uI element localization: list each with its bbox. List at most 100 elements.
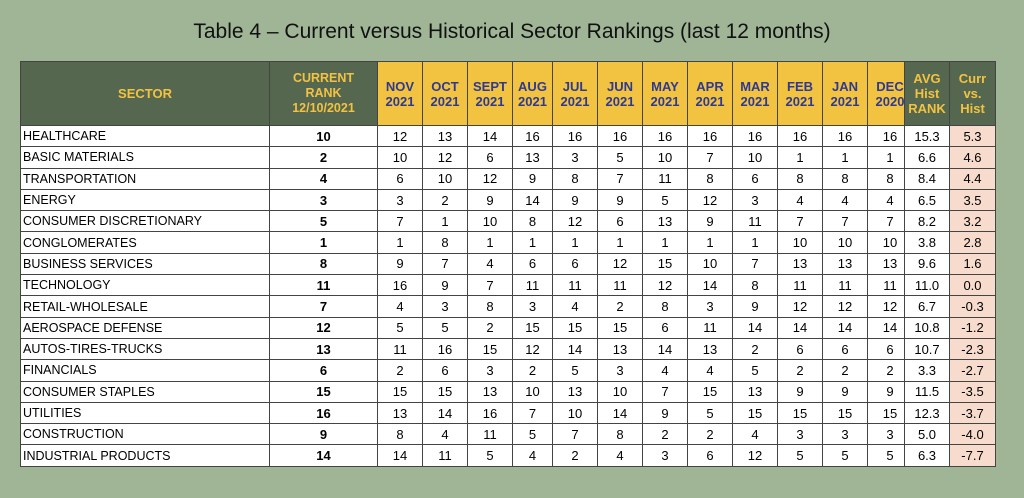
month-rank-cell: 9 [377, 252, 423, 276]
month-column-header: SEPT 2021 [467, 61, 513, 126]
table-row: CONSTRUCTION 9 8 4 11 5 7 8 2 2 4 3 3 3 [20, 423, 913, 446]
table-row: ENERGY 3 3 2 9 14 9 9 5 12 3 4 4 4 [20, 188, 913, 212]
month-rank-cell: 14 [552, 337, 598, 361]
month-rank-cell: 16 [822, 124, 868, 148]
month-rank-cell: 5 [512, 423, 553, 446]
month-rank-cell: 6 [777, 337, 823, 361]
month-rank-cell: 1 [422, 210, 468, 233]
hist-row: 15.3 5.3 [904, 124, 996, 148]
month-rank-cell: 12 [777, 295, 823, 318]
month-rank-cell: 13 [732, 380, 778, 403]
hist-row: 8.2 3.2 [904, 210, 996, 233]
month-rank-cell: 4 [552, 295, 598, 318]
month-rank-cell: 13 [642, 210, 688, 233]
table-row: FINANCIALS 6 2 6 3 2 5 3 4 4 5 2 2 2 [20, 359, 913, 382]
sector-name-cell: CONSUMER STAPLES [20, 380, 270, 403]
month-rank-cell: 15 [377, 380, 423, 403]
month-rank-cell: 6 [732, 167, 778, 190]
month-rank-cell: 7 [467, 274, 513, 297]
hist-row: 3.3 -2.7 [904, 359, 996, 382]
curr-vs-hist-cell: -0.3 [949, 295, 996, 318]
table-row: CONSUMER STAPLES 15 15 15 13 10 13 10 7 15 13 9 9 9 [20, 380, 913, 403]
month-column-header: AUG 2021 [512, 61, 553, 126]
month-rank-cell: 5 [822, 444, 868, 467]
month-rank-cell: 5 [597, 146, 643, 169]
hist-row: 6.3 -7.7 [904, 444, 996, 467]
month-rank-cell: 16 [377, 274, 423, 297]
month-rank-cell: 8 [732, 274, 778, 297]
hist-row: 11.0 0.0 [904, 274, 996, 297]
month-rank-cell: 3 [552, 146, 598, 169]
page-title: Table 4 – Current versus Historical Sect… [193, 20, 831, 43]
curr-vs-hist-cell: 1.6 [949, 252, 996, 276]
month-rank-cell: 1 [777, 146, 823, 169]
month-rank-cell: 3 [867, 423, 913, 446]
month-rank-cell: 12 [552, 210, 598, 233]
month-rank-cell: 11 [422, 444, 468, 467]
month-rank-cell: 2 [552, 444, 598, 467]
month-rank-cell: 3 [597, 359, 643, 382]
month-rank-cell: 3 [642, 444, 688, 467]
curr-vs-hist-cell: 4.4 [949, 167, 996, 190]
hist-row: 8.4 4.4 [904, 167, 996, 190]
month-rank-cell: 14 [422, 401, 468, 425]
month-rank-cell: 9 [642, 401, 688, 425]
month-rank-cell: 7 [552, 423, 598, 446]
avg-hist-rank-cell: 15.3 [904, 124, 950, 148]
sector-name-cell: CONGLOMERATES [20, 231, 270, 254]
month-column-header: JAN 2021 [822, 61, 868, 126]
month-rank-cell: 15 [467, 337, 513, 361]
month-rank-cell: 10 [377, 146, 423, 169]
avg-hist-rank-cell: 6.7 [904, 295, 950, 318]
month-rank-cell: 1 [867, 146, 913, 169]
sector-name-cell: UTILITIES [20, 401, 270, 425]
month-rank-cell: 6 [597, 210, 643, 233]
month-rank-cell: 15 [642, 252, 688, 276]
table-row: TECHNOLOGY 11 16 9 7 11 11 11 12 14 8 11 11 11 [20, 274, 913, 297]
sector-name-cell: CONSTRUCTION [20, 423, 270, 446]
table-row: INDUSTRIAL PRODUCTS 14 14 11 5 4 2 4 3 6 12 5 5 5 [20, 444, 913, 467]
month-rank-cell: 3 [687, 295, 733, 318]
month-rank-cell: 16 [687, 124, 733, 148]
month-rank-cell: 1 [687, 231, 733, 254]
month-rank-cell: 15 [777, 401, 823, 425]
curr-vs-hist-cell: 3.5 [949, 188, 996, 212]
month-rank-cell: 4 [642, 359, 688, 382]
month-rank-cell: 15 [422, 380, 468, 403]
month-rank-cell: 15 [687, 380, 733, 403]
month-rank-cell: 15 [732, 401, 778, 425]
month-column-header: MAR 2021 [732, 61, 778, 126]
month-rank-cell: 1 [642, 231, 688, 254]
month-rank-cell: 1 [597, 231, 643, 254]
month-rank-cell: 7 [687, 146, 733, 169]
month-rank-cell: 16 [512, 124, 553, 148]
avg-hist-rank-cell: 9.6 [904, 252, 950, 276]
month-rank-cell: 3 [377, 188, 423, 212]
month-rank-cell: 7 [377, 210, 423, 233]
month-rank-cell: 10 [552, 401, 598, 425]
month-rank-cell: 14 [377, 444, 423, 467]
month-rank-cell: 2 [777, 359, 823, 382]
month-rank-cell: 8 [377, 423, 423, 446]
hist-header-row: AVG Hist RANK Curr vs. Hist [904, 61, 996, 126]
table-row: TRANSPORTATION 4 6 10 12 9 8 7 11 8 6 8 8 8 [20, 167, 913, 190]
month-rank-cell: 14 [467, 124, 513, 148]
sector-name-cell: CONSUMER DISCRETIONARY [20, 210, 270, 233]
month-rank-cell: 13 [687, 337, 733, 361]
current-rank-cell: 3 [269, 188, 378, 212]
month-rank-cell: 15 [512, 316, 553, 339]
month-rank-cell: 16 [642, 124, 688, 148]
current-rank-cell: 10 [269, 124, 378, 148]
avg-hist-rank-cell: 3.8 [904, 231, 950, 254]
month-rank-cell: 9 [467, 188, 513, 212]
month-rank-cell: 5 [467, 444, 513, 467]
month-rank-cell: 2 [687, 423, 733, 446]
month-rank-cell: 16 [732, 124, 778, 148]
month-rank-cell: 9 [732, 295, 778, 318]
month-rank-cell: 1 [552, 231, 598, 254]
avg-hist-rank-cell: 8.2 [904, 210, 950, 233]
sector-name-cell: AUTOS-TIRES-TRUCKS [20, 337, 270, 361]
month-rank-cell: 7 [512, 401, 553, 425]
month-rank-cell: 8 [597, 423, 643, 446]
month-rank-cell: 4 [822, 188, 868, 212]
